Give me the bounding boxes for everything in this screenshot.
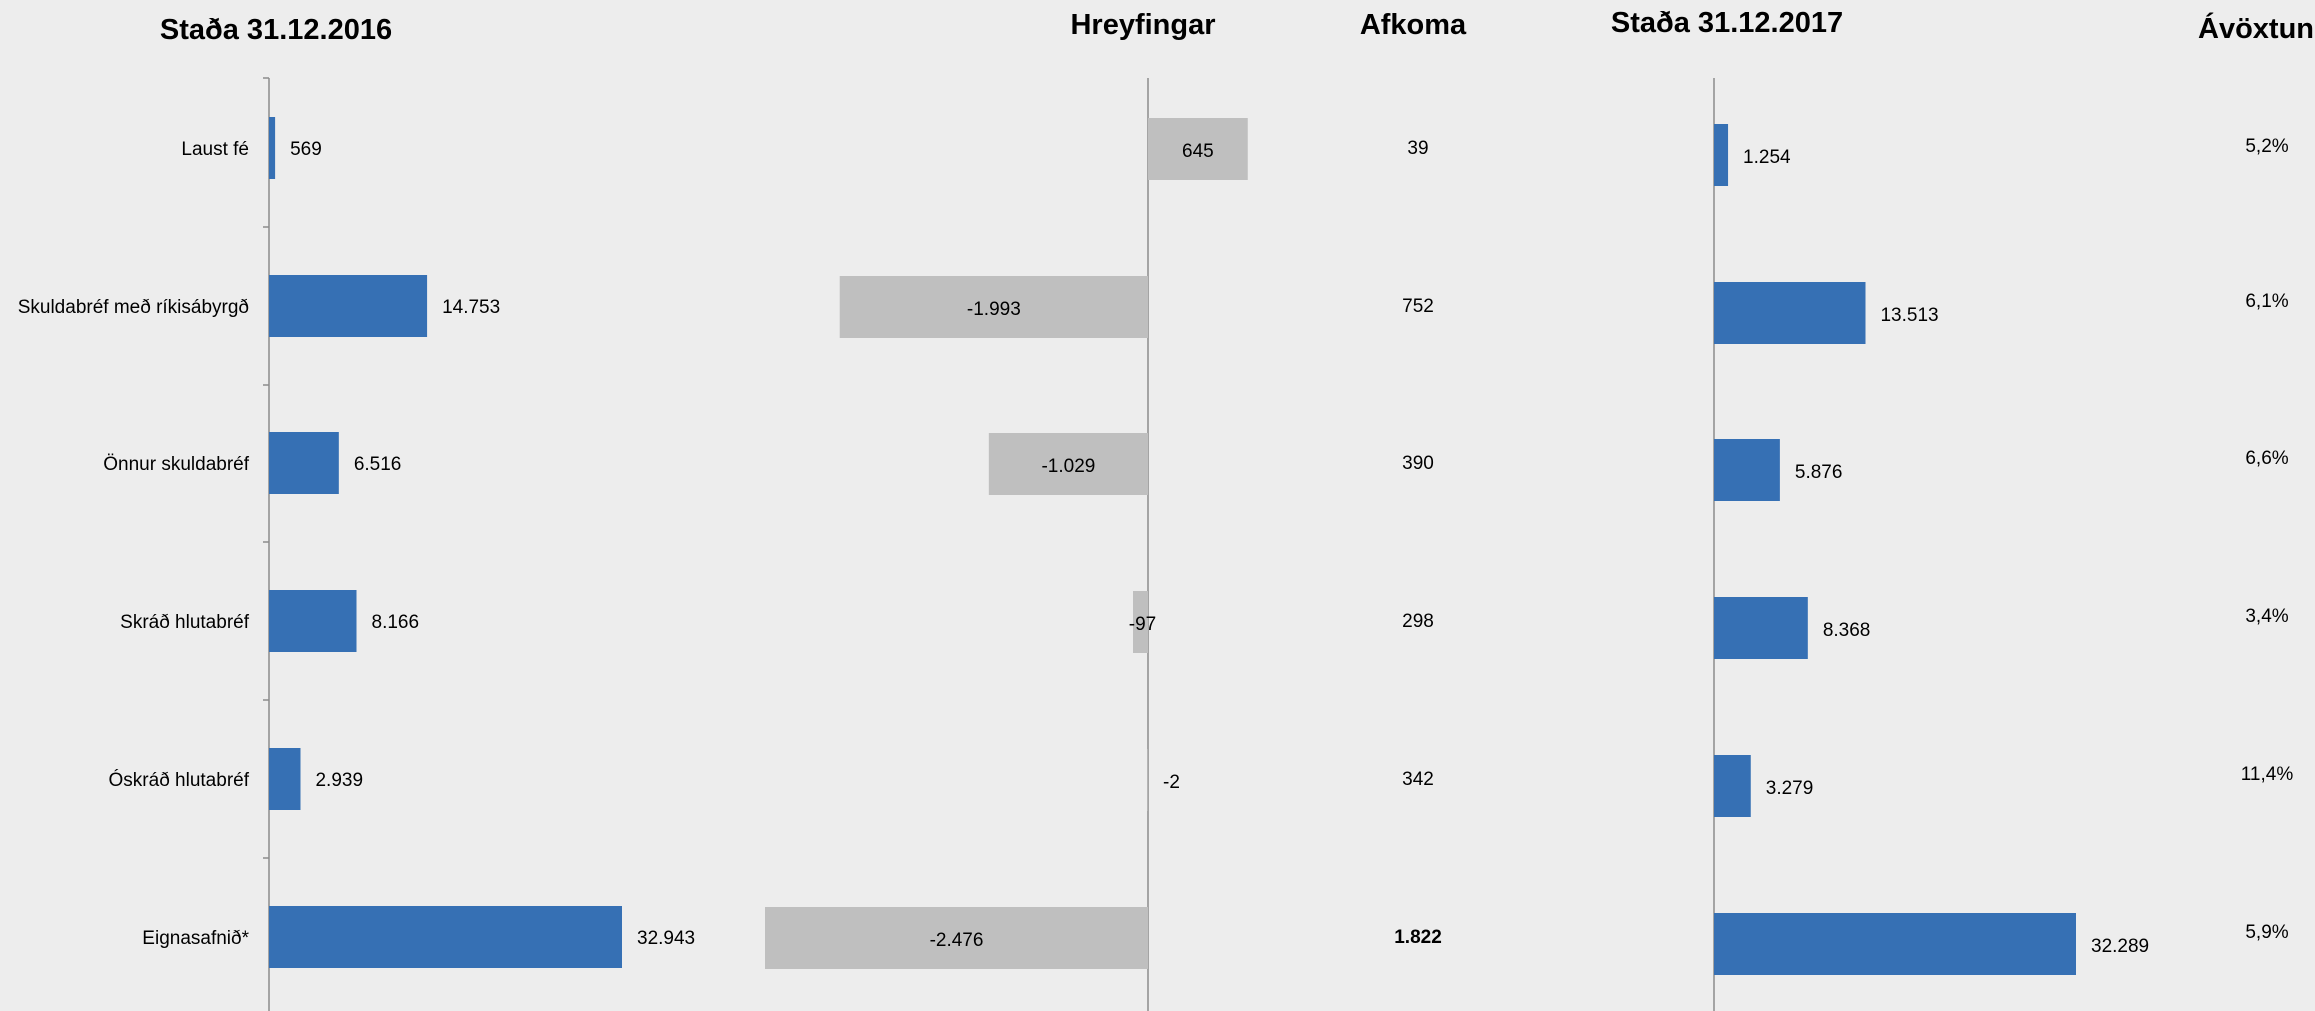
bar-2017	[1714, 755, 1751, 817]
bar-hreyfingar	[765, 907, 1148, 969]
bar-2017-label: 8.368	[1823, 620, 1871, 641]
bar-2017	[1714, 913, 2076, 975]
header-stada-2017: Staða 31.12.2017	[1611, 7, 1843, 39]
bar-2017	[1714, 282, 1866, 344]
bar-2016-label: 14.753	[442, 297, 500, 318]
afkoma-value: 1.822	[1394, 927, 1442, 948]
avoxtun-value: 11,4%	[2241, 764, 2294, 785]
bar-2016-label: 2.939	[315, 770, 363, 791]
bar-2017	[1714, 597, 1808, 659]
bar-2016	[269, 590, 357, 652]
category-label: Skuldabréf með ríkisábyrgð	[18, 297, 249, 318]
bar-2016-label: 32.943	[637, 928, 695, 949]
category-label: Eignasafnið*	[142, 928, 249, 949]
bar-hreyfingar	[1132, 591, 1148, 653]
bar-2017	[1714, 439, 1780, 501]
bar-2016	[269, 275, 428, 337]
header-avoxtun: Ávöxtun	[2198, 11, 2314, 45]
bar-2017-label: 3.279	[1766, 778, 1814, 799]
category-label: Óskráð hlutabréf	[109, 769, 250, 791]
avoxtun-value: 5,2%	[2245, 136, 2288, 157]
bar-2016-label: 569	[290, 139, 322, 160]
bar-hreyfingar-label: -1.993	[967, 299, 1021, 320]
header-afkoma: Afkoma	[1360, 9, 1467, 41]
bar-2016	[269, 906, 622, 968]
avoxtun-value: 3,4%	[2245, 606, 2288, 627]
afkoma-value: 298	[1402, 611, 1434, 632]
bar-2017-label: 13.513	[1880, 305, 1938, 326]
category-label: Önnur skuldabréf	[103, 454, 249, 475]
bar-hreyfingar	[1148, 118, 1248, 180]
category-label: Laust fé	[181, 139, 249, 160]
bar-2016-label: 6.516	[354, 454, 402, 475]
bar-2016	[269, 432, 339, 494]
afkoma-value: 752	[1402, 296, 1434, 317]
avoxtun-value: 6,6%	[2245, 448, 2288, 469]
bar-2016-label: 8.166	[372, 612, 420, 633]
bar-2017-label: 32.289	[2091, 936, 2149, 957]
header-hreyfingar: Hreyfingar	[1070, 9, 1215, 41]
header-stada-2016: Staða 31.12.2016	[160, 14, 392, 46]
bar-hreyfingar-label: -1.029	[1041, 456, 1095, 477]
bar-2016	[269, 748, 301, 810]
bar-2016	[269, 117, 276, 179]
bar-hreyfingar-label: 645	[1182, 141, 1214, 162]
avoxtun-value: 5,9%	[2245, 922, 2288, 943]
bar-hreyfingar	[988, 433, 1148, 495]
bar-hreyfingar	[839, 276, 1148, 338]
bar-hreyfingar-label: -2	[1163, 772, 1180, 793]
bar-2017	[1714, 124, 1729, 186]
bar-hreyfingar-label: -2.476	[930, 930, 984, 951]
bar-2017-label: 1.254	[1743, 147, 1791, 168]
afkoma-value: 390	[1402, 453, 1434, 474]
category-label: Skráð hlutabréf	[120, 612, 250, 633]
bar-hreyfingar-label: -97	[1129, 614, 1156, 635]
bar-2017-label: 5.876	[1795, 462, 1843, 483]
avoxtun-value: 6,1%	[2245, 291, 2288, 312]
afkoma-value: 342	[1402, 769, 1434, 790]
afkoma-value: 39	[1407, 138, 1428, 159]
